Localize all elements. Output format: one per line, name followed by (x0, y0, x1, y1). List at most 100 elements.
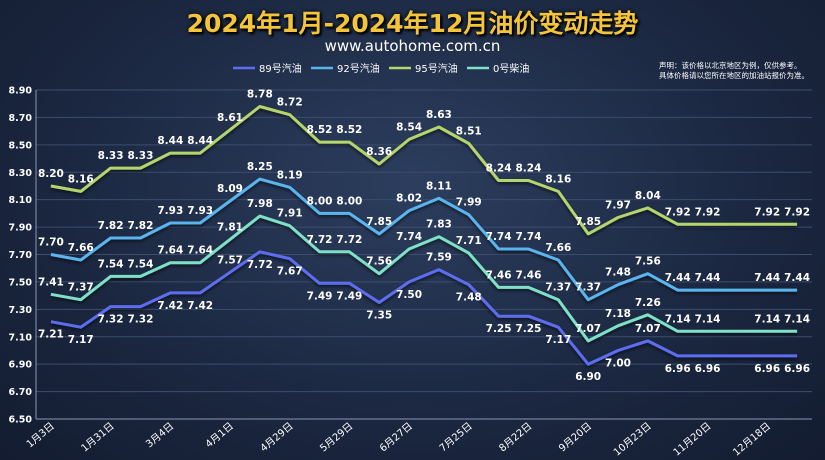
data-label: 7.17 (68, 334, 94, 346)
data-label: 7.54 (98, 258, 124, 270)
data-label: 7.44 (754, 272, 780, 284)
data-label: 7.71 (456, 235, 482, 247)
disclaimer-line-2: 具体价格请以您所在地区的加油站报价为准。 (659, 71, 809, 80)
y-tick-label: 7.50 (9, 277, 33, 288)
x-tick-label: 7月25日 (437, 420, 475, 454)
x-tick-label: 8月22日 (497, 420, 535, 454)
data-label: 7.44 (665, 272, 691, 284)
data-label: 7.74 (516, 231, 542, 243)
data-label: 7.54 (128, 258, 154, 270)
data-label: 7.59 (426, 252, 452, 264)
data-label: 7.14 (784, 313, 810, 325)
legend-label: 0号柴油 (493, 62, 529, 75)
data-label: 7.14 (695, 313, 721, 325)
y-tick-label: 8.70 (9, 113, 33, 124)
y-tick-label: 7.30 (9, 305, 33, 316)
x-tick-label: 1月31日 (79, 420, 117, 454)
data-label: 8.24 (516, 162, 542, 174)
y-tick-label: 8.10 (9, 195, 33, 206)
legend-item: 0号柴油 (467, 62, 529, 75)
x-tick-label: 3月4日 (143, 420, 176, 450)
x-tick-label: 4月29日 (258, 420, 296, 454)
x-tick-label: 9月20日 (556, 420, 594, 454)
data-label: 8.09 (217, 183, 243, 195)
data-label: 7.25 (516, 323, 542, 335)
data-label: 7.14 (754, 313, 780, 325)
y-tick-label: 6.50 (9, 415, 33, 426)
data-label: 7.92 (665, 206, 691, 218)
data-label: 7.91 (277, 208, 303, 220)
data-label: 7.42 (187, 300, 213, 312)
series-line (50, 177, 798, 302)
data-label: 7.41 (38, 276, 64, 288)
series-line (50, 214, 798, 343)
legend-label: 89号汽油 (259, 62, 302, 75)
data-label: 7.92 (784, 206, 810, 218)
series-line (50, 250, 798, 366)
data-label: 7.56 (635, 256, 661, 268)
data-label: 7.18 (605, 308, 631, 320)
data-label: 8.00 (336, 195, 362, 207)
data-label: 7.44 (784, 272, 810, 284)
data-label: 7.72 (307, 234, 333, 246)
data-label: 7.25 (486, 323, 512, 335)
data-label: 8.25 (247, 161, 273, 173)
chart-title: 2024年1月-2024年12月油价变动走势 (186, 9, 639, 38)
data-label: 7.57 (217, 254, 243, 266)
data-label: 7.66 (545, 242, 571, 254)
data-label: 6.90 (575, 371, 601, 383)
y-tick-label: 6.90 (9, 360, 33, 371)
data-label: 7.21 (38, 329, 64, 341)
data-label: 7.37 (575, 282, 601, 294)
data-label: 8.04 (635, 190, 661, 202)
data-label: 7.00 (605, 357, 631, 369)
data-label: 7.17 (545, 334, 571, 346)
disclaimer-note: 声明：该价格以北京地区为例，仅供参考。 具体价格请以您所在地区的加油站报价为准。 (659, 61, 819, 81)
data-label: 8.24 (486, 162, 512, 174)
data-label: 7.26 (635, 297, 661, 309)
data-label: 7.07 (575, 323, 601, 335)
x-tick-label: 11月20日 (671, 420, 714, 458)
x-tick-label: 6月27日 (377, 420, 415, 454)
data-label: 8.33 (128, 150, 154, 162)
legend: 89号汽油 92号汽油 95号汽油 0号柴油 (233, 62, 529, 75)
data-label: 8.02 (396, 193, 422, 205)
data-label: 7.85 (575, 216, 601, 228)
data-label: 7.64 (187, 245, 213, 257)
legend-label: 95号汽油 (415, 62, 458, 75)
data-label: 7.35 (366, 309, 392, 321)
data-label: 6.96 (784, 363, 810, 375)
data-label: 7.70 (38, 237, 64, 249)
chart-subtitle: www.autohome.com.cn (324, 37, 501, 55)
legend-item: 89号汽油 (233, 62, 302, 75)
data-label: 8.33 (98, 150, 124, 162)
y-tick-label: 7.10 (9, 332, 33, 343)
data-label: 7.92 (695, 206, 721, 218)
series-line (50, 105, 798, 236)
data-label: 7.49 (336, 290, 362, 302)
data-label: 6.96 (754, 363, 780, 375)
legend-label: 92号汽油 (337, 62, 380, 75)
data-label: 7.07 (635, 323, 661, 335)
y-tick-label: 7.70 (9, 250, 33, 261)
data-label: 7.74 (396, 231, 422, 243)
data-label: 7.85 (366, 216, 392, 228)
data-label: 7.82 (98, 220, 124, 232)
data-label: 7.44 (695, 272, 721, 284)
data-label: 8.52 (336, 124, 362, 136)
data-label: 7.81 (217, 221, 243, 233)
y-tick-label: 8.50 (9, 140, 33, 151)
data-label: 8.36 (366, 146, 392, 158)
data-label: 8.44 (157, 135, 183, 147)
data-label: 7.82 (128, 220, 154, 232)
data-label: 7.14 (665, 313, 691, 325)
axes: 6.50 6.70 6.90 7.10 7.30 7.50 7.70 7.90 8.10 8.30… (9, 86, 812, 459)
data-label: 7.50 (396, 289, 422, 301)
y-tick-label: 6.70 (9, 387, 33, 398)
data-labels: 7.21 7.177.32 7.327.42 7.427.57 7.727.677.49… (38, 88, 810, 383)
data-label: 8.16 (68, 173, 94, 185)
data-label: 7.93 (187, 205, 213, 217)
data-label: 7.32 (98, 314, 124, 326)
data-label: 6.96 (665, 363, 691, 375)
data-label: 8.61 (217, 112, 243, 124)
